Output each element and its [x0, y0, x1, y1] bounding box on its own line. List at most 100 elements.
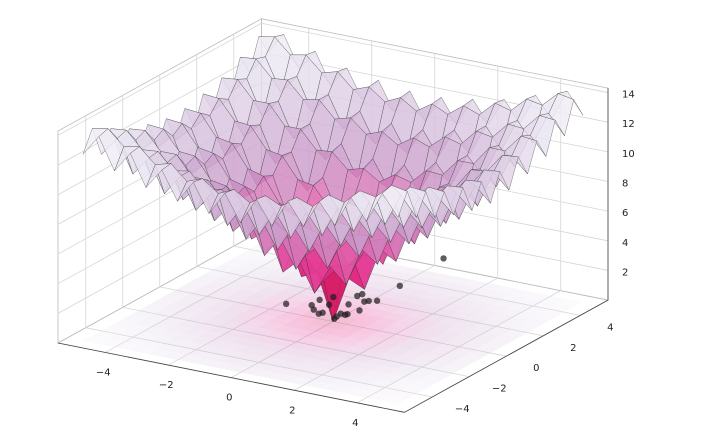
floor-cell — [269, 268, 294, 278]
floor-cell — [366, 392, 392, 401]
floor-cell — [477, 331, 503, 340]
floor-cell — [230, 337, 256, 346]
axes-panes — [56, 18, 610, 413]
x-tick-label: 4 — [352, 418, 358, 429]
floor-cell — [344, 381, 370, 390]
floor-cell — [352, 341, 378, 350]
floor-cell — [353, 376, 379, 385]
floor-cell — [265, 365, 291, 374]
floor-cell — [390, 355, 416, 364]
floor-cell — [314, 326, 340, 335]
floor-cell — [493, 334, 519, 343]
x-tick-label: −2 — [159, 380, 174, 391]
floor-cell — [460, 293, 486, 302]
floor-cell — [237, 262, 263, 271]
floor-cell — [399, 350, 425, 359]
z-tick-label: 12 — [622, 119, 635, 130]
floor-cell — [201, 317, 227, 327]
floor-cell — [422, 362, 447, 371]
floor-cell — [98, 339, 124, 348]
floor-cell — [476, 296, 502, 305]
y-tick-label: 0 — [533, 363, 539, 374]
floor-cell — [403, 372, 429, 381]
floor-cell — [367, 309, 393, 318]
floor-cell — [328, 378, 354, 387]
floor-cell — [412, 367, 438, 376]
floor-cell — [420, 292, 445, 301]
floor-cell — [185, 314, 211, 324]
floor-cell — [191, 288, 217, 297]
floor-cell — [393, 342, 419, 351]
floor-cell — [311, 340, 337, 349]
floor-cell — [126, 323, 152, 333]
floor-cell — [439, 316, 465, 326]
scatter-point — [330, 293, 337, 301]
floor-cell — [321, 334, 346, 344]
floor-cell — [455, 320, 481, 329]
floor-cell — [337, 373, 363, 382]
floor-cell — [334, 351, 359, 360]
floor-cell — [202, 352, 228, 362]
floor-cell — [454, 285, 480, 294]
floor-cell — [431, 357, 457, 366]
z-tick-label: 8 — [622, 178, 628, 189]
floor-cell — [349, 354, 375, 363]
floor-cell — [419, 375, 445, 384]
floor-cell — [283, 320, 308, 329]
z-tick-label: 10 — [622, 149, 635, 160]
floor-cell — [400, 267, 426, 276]
floor-cell — [238, 297, 264, 306]
floor-cell — [242, 319, 268, 328]
floor-cell — [306, 366, 332, 375]
scatter-point — [365, 297, 372, 305]
floor-cell — [484, 339, 509, 348]
floor-cell — [129, 310, 155, 319]
floor-cell — [375, 269, 401, 278]
floor-cell — [558, 298, 583, 308]
floor-cell — [209, 277, 235, 287]
scatter-point — [396, 282, 404, 290]
floor-cell — [347, 367, 372, 377]
floor-cell — [442, 303, 468, 312]
floor-cell — [256, 252, 281, 261]
floor-cell — [277, 347, 303, 356]
floor-cell — [369, 379, 395, 388]
floor-cell — [343, 346, 369, 355]
floor-cell — [414, 318, 440, 328]
floor-cell — [463, 280, 489, 289]
floor-cell — [427, 335, 453, 344]
floor-cell — [340, 359, 366, 368]
floor-cell — [123, 337, 149, 346]
floor-cell — [114, 342, 140, 351]
floor-cell — [498, 307, 524, 317]
floor-cell — [389, 320, 415, 330]
floor-cell — [548, 304, 574, 313]
floor-cell — [288, 293, 314, 302]
floor-cell — [224, 364, 250, 373]
floor-cell — [360, 384, 385, 393]
floor-cell — [400, 385, 426, 394]
floor-cell — [290, 363, 316, 372]
floor-cell — [429, 287, 455, 296]
floor-cell — [448, 311, 474, 321]
floor-cell — [383, 312, 408, 321]
floor-cell — [384, 347, 409, 356]
floor-cell — [239, 332, 265, 341]
floor-cell — [228, 267, 254, 276]
floor-cell — [220, 307, 245, 316]
floor-cell — [398, 315, 424, 324]
floor-cell — [458, 306, 483, 315]
floor-cell — [303, 380, 329, 389]
floor-cell — [226, 316, 252, 325]
floor-cell — [492, 299, 518, 308]
floor-cell — [402, 337, 428, 346]
floor-cell — [204, 304, 230, 313]
floor-cell — [324, 356, 350, 365]
floor-cell — [459, 341, 484, 350]
floor-cell — [173, 333, 199, 342]
surface-cell — [382, 185, 408, 218]
floor-cell — [312, 374, 338, 384]
floor-cell — [234, 359, 259, 368]
floor-cell — [286, 341, 312, 351]
floor-cell — [154, 308, 180, 317]
